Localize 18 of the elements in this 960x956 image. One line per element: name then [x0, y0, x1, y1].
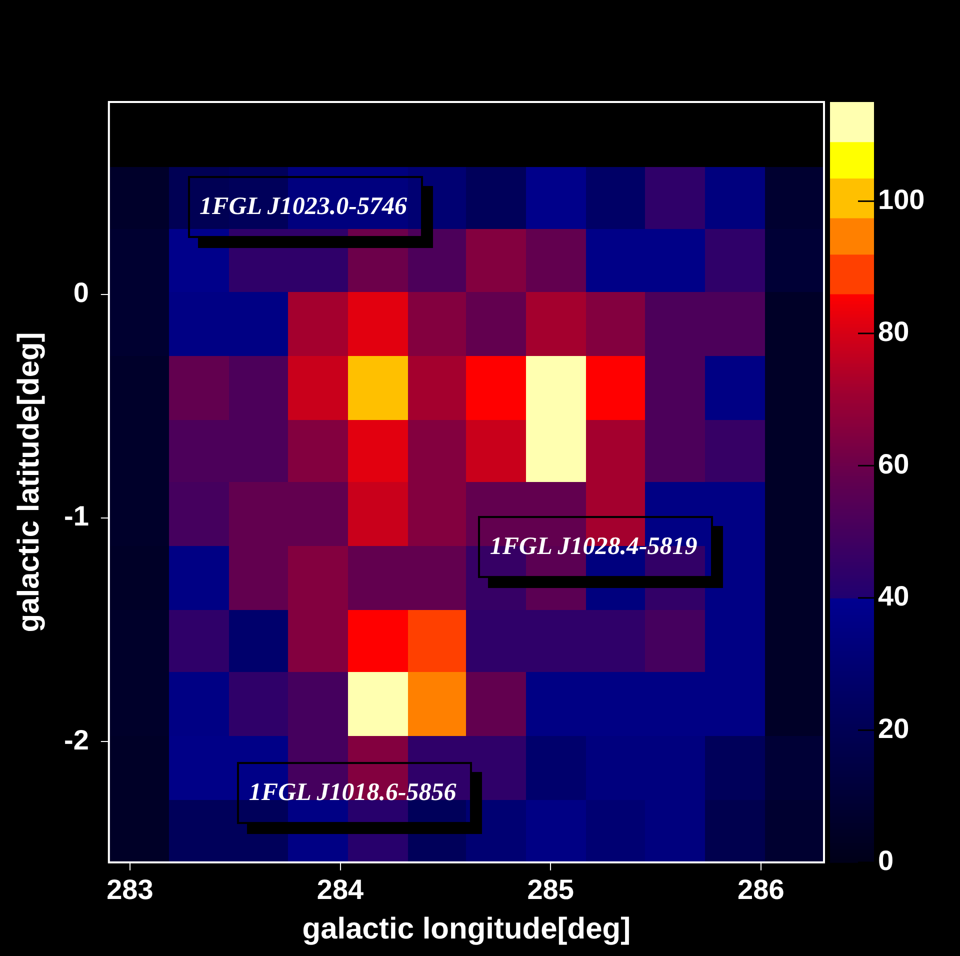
- y-tick-label: 0: [73, 277, 89, 308]
- color-bar-label: 20: [878, 712, 910, 744]
- y-tick-label: -1: [64, 500, 89, 532]
- color-bar-label: 0: [878, 845, 894, 876]
- color-bar-label: 100: [878, 184, 925, 215]
- x-tick-label: 286: [738, 874, 784, 905]
- x-axis-title: galactic longitude[deg]: [302, 912, 631, 946]
- annotation: 1FGL J1018.6-5856: [248, 778, 456, 806]
- y-axis-title: galactic latitude[deg]: [12, 332, 46, 632]
- color-bar-label: 60: [878, 448, 910, 480]
- color-bar-label: 40: [878, 580, 910, 612]
- x-tick-label: 284: [316, 874, 364, 905]
- x-tick-label: 283: [106, 874, 154, 905]
- annotation: 1FGL J1023.0-5746: [200, 193, 407, 220]
- annotation: 1FGL J1028.4-5819: [490, 532, 698, 560]
- color-bar-label: 80: [878, 316, 910, 348]
- y-tick-label: -2: [64, 724, 89, 756]
- x-tick-label: 285: [527, 874, 574, 905]
